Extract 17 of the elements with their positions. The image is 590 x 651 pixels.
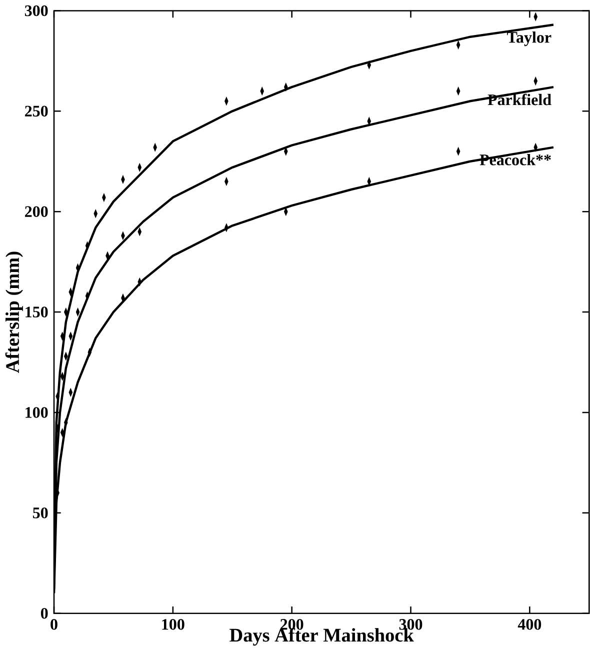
series-label: Parkfield bbox=[488, 94, 552, 106]
y-tick-label: 200 bbox=[25, 206, 48, 217]
x-tick-label: 400 bbox=[518, 619, 542, 630]
x-tick-label: 0 bbox=[50, 619, 58, 630]
x-tick-label: 200 bbox=[280, 619, 304, 630]
y-tick-label: 150 bbox=[26, 306, 48, 318]
y-tick-label: 0 bbox=[41, 608, 48, 619]
y-tick-label: 300 bbox=[25, 5, 48, 16]
y-tick-label: 100 bbox=[26, 407, 48, 418]
legend-label: Taylor bbox=[507, 32, 552, 46]
y-axis-title: Afterslip (mm) bbox=[5, 252, 24, 373]
y-tick-label: 50 bbox=[33, 508, 48, 518]
x-tick-label: 300 bbox=[399, 619, 422, 630]
y-tick-label: 250 bbox=[25, 106, 48, 117]
x-tick-label: 100 bbox=[162, 619, 184, 630]
series-label: Peacock** bbox=[480, 154, 552, 166]
x-axis-title: Days After Mainshock bbox=[230, 628, 414, 646]
